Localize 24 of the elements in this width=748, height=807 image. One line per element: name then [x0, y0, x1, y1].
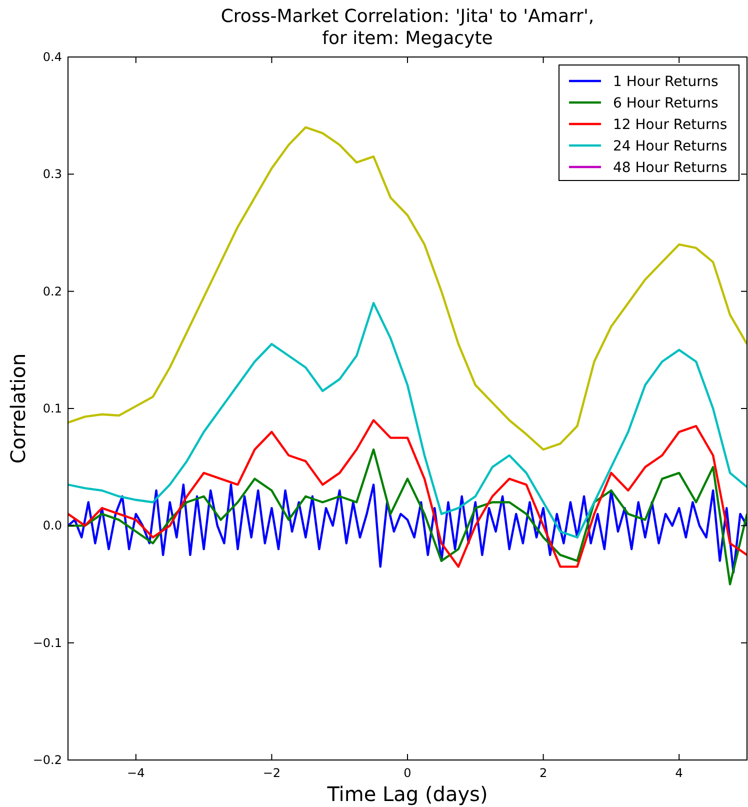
legend-label: 1 Hour Returns	[613, 74, 718, 90]
x-tick-label: 2	[539, 766, 548, 780]
legend-label: 48 Hour Returns	[613, 160, 728, 176]
x-tick-label: 0	[404, 766, 412, 780]
legend-label: 6 Hour Returns	[613, 96, 718, 112]
y-tick-label: 0.3	[42, 167, 62, 182]
line-series	[68, 448, 747, 586]
line-series	[68, 302, 747, 538]
legend-label: 12 Hour Returns	[613, 117, 728, 133]
y-tick-label: 0.1	[42, 402, 62, 416]
y-tick-label: 0.0	[42, 518, 62, 533]
x-tick-label: −2	[262, 766, 281, 780]
line-series	[68, 419, 747, 568]
line-series	[68, 484, 747, 574]
legend-label: 24 Hour Returns	[613, 138, 728, 154]
y-tick-label: 0.2	[42, 284, 62, 298]
x-tick-label: −4	[127, 766, 145, 780]
y-tick-label: 0.4	[42, 50, 62, 64]
y-tick-label: −0.2	[32, 753, 62, 767]
chart-title: Cross-Market Correlation: 'Jita' to 'Amarr', for item: Megacyte	[220, 6, 594, 49]
x-axis-title: Time Lag (days)	[326, 782, 488, 806]
x-tick-label: 4	[675, 766, 683, 780]
y-axis-title: Correlation	[6, 353, 30, 464]
y-tick-label: −0.1	[32, 636, 62, 650]
